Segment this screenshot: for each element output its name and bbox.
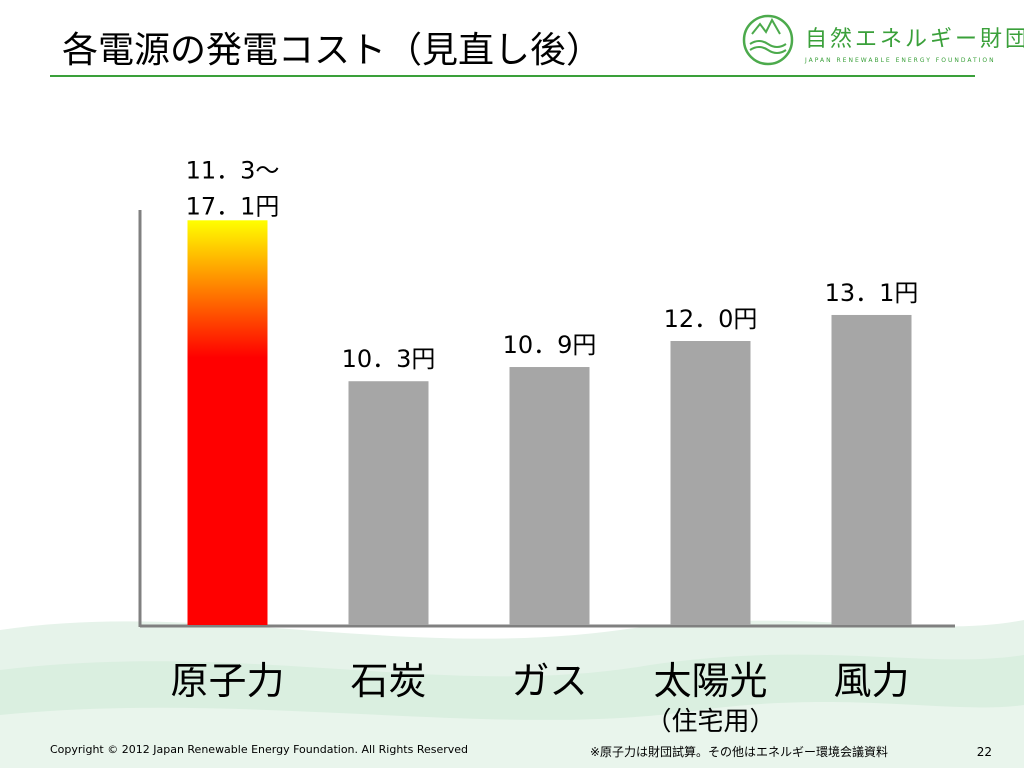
value-label: 12．0円: [664, 305, 758, 333]
value-label: 11．3～: [186, 156, 280, 184]
logo: 自然エネルギー財団 JAPAN RENEWABLE ENERGY FOUNDAT…: [742, 14, 1024, 66]
logo-subtitle: JAPAN RENEWABLE ENERGY FOUNDATION: [804, 57, 996, 64]
x-tick-label: 石炭: [350, 659, 426, 703]
x-tick-sublabel: （住宅用）: [645, 707, 775, 737]
bar: [670, 341, 751, 625]
x-tick-label: 風力: [833, 659, 909, 703]
copyright: Copyright © 2012 Japan Renewable Energy …: [50, 743, 468, 756]
logo-icon: [749, 17, 787, 54]
value-label: 10．9円: [503, 331, 597, 359]
bar: [831, 314, 912, 625]
x-tick-label: ガス: [511, 659, 587, 703]
logo-mark: [742, 14, 794, 66]
bar: [187, 220, 268, 626]
page-number: 22: [977, 745, 992, 759]
bar: [509, 367, 590, 625]
footnote: ※原子力は財団試算。その他はエネルギー環境会議資料: [590, 744, 888, 759]
x-tick-label: 原子力: [170, 659, 284, 703]
wave: [0, 701, 1024, 768]
value-label: 13．1円: [825, 279, 919, 307]
bar: [348, 381, 429, 625]
value-label: 17．1円: [186, 192, 280, 220]
x-tick-label: 太陽光: [653, 659, 767, 703]
value-label: 10．3円: [342, 345, 436, 373]
logo-name: 自然エネルギー財団: [805, 27, 1024, 52]
slide-title: 各電源の発電コスト（見直し後）: [62, 30, 602, 71]
